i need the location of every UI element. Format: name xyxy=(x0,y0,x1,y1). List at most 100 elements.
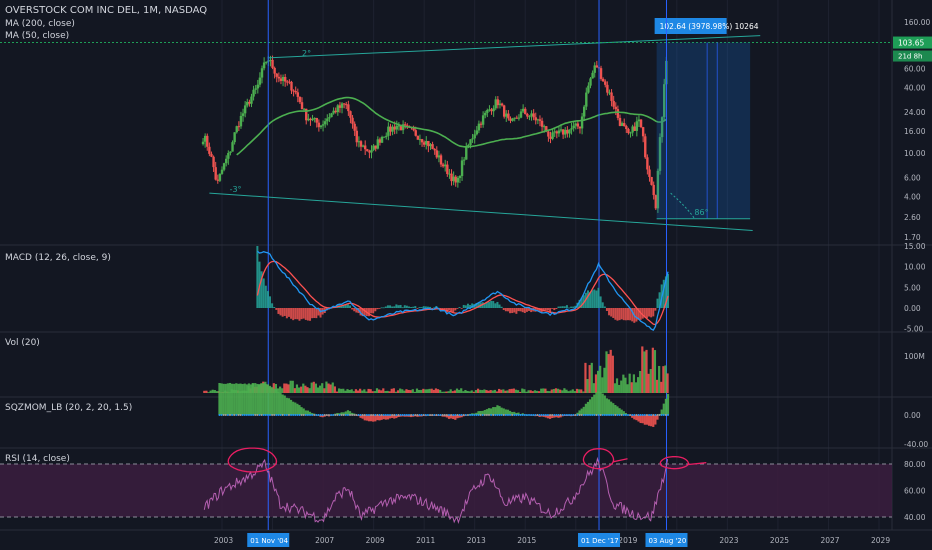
candle-body xyxy=(319,125,323,128)
squeeze-bar xyxy=(304,410,307,415)
candle-body xyxy=(627,129,630,134)
volume-bar xyxy=(302,383,305,393)
squeeze-dot xyxy=(582,414,585,416)
squeeze-bar xyxy=(576,412,579,415)
candle-body xyxy=(256,84,259,89)
candle-body xyxy=(580,116,584,129)
volume-bar xyxy=(207,392,210,393)
squeeze-dot xyxy=(473,414,476,416)
squeeze-dot xyxy=(454,414,457,416)
candle-body xyxy=(566,129,569,134)
squeeze-bar xyxy=(597,391,600,415)
squeeze-dot xyxy=(553,414,556,416)
macd-tick-label: 15.00 xyxy=(904,242,926,251)
candle-body xyxy=(313,117,316,119)
squeeze-dot xyxy=(296,414,299,416)
macd-histogram-bar xyxy=(384,306,387,308)
squeeze-dot xyxy=(637,414,640,416)
volume-bar xyxy=(333,386,336,393)
candle-body xyxy=(368,151,371,153)
macd-histogram-bar xyxy=(475,302,478,308)
squeeze-dot xyxy=(605,414,608,416)
squeeze-bar xyxy=(361,415,364,419)
volume-bar xyxy=(384,391,387,393)
squeeze-dot xyxy=(466,414,469,416)
volume-bar xyxy=(325,381,328,393)
candle-body xyxy=(374,145,377,149)
squeeze-dot xyxy=(235,414,238,416)
squeeze-bar xyxy=(351,412,354,415)
volume-bar xyxy=(327,383,330,393)
macd-histogram-bar xyxy=(500,306,503,308)
volume-bar xyxy=(510,388,513,393)
squeeze-bar xyxy=(492,407,495,415)
candle-body xyxy=(462,159,466,161)
candle-body xyxy=(500,103,504,106)
candle-body xyxy=(585,92,588,107)
squeeze-dot xyxy=(469,414,472,416)
squeeze-pane-label: SQZMOM_LB (20, 2, 20, 1.5) xyxy=(5,403,133,413)
macd-histogram-bar xyxy=(572,306,575,308)
squeeze-dot xyxy=(302,414,305,416)
volume-bar xyxy=(491,390,494,393)
squeeze-dot xyxy=(610,414,613,416)
squeeze-bar xyxy=(500,407,503,415)
macd-histogram-bar xyxy=(643,308,646,318)
volume-bar xyxy=(371,391,374,393)
candle-body xyxy=(399,125,403,131)
candle-body xyxy=(551,132,554,139)
squeeze-dot xyxy=(273,414,276,416)
squeeze-dot xyxy=(239,414,242,416)
volume-bar xyxy=(565,389,568,393)
squeeze-dot xyxy=(237,414,240,416)
squeeze-dot xyxy=(580,414,583,416)
squeeze-dot xyxy=(361,414,364,416)
squeeze-bar xyxy=(580,408,583,415)
squeeze-bar xyxy=(252,383,255,415)
squeeze-dot xyxy=(275,414,278,416)
fib-angle: 86° xyxy=(694,208,708,217)
candle-body xyxy=(448,173,451,175)
candle-body xyxy=(526,113,529,117)
macd-histogram-bar xyxy=(302,308,305,319)
volume-bar xyxy=(377,389,381,393)
squeeze-dot xyxy=(557,414,560,416)
squeeze-bar xyxy=(376,415,379,421)
volume-bar xyxy=(356,390,360,393)
rsi-annotation-circle xyxy=(582,448,628,470)
volume-bar xyxy=(361,390,364,393)
squeeze-dot xyxy=(595,414,598,416)
squeeze-bar xyxy=(557,415,560,418)
squeeze-bar xyxy=(551,415,554,419)
squeeze-dot xyxy=(264,414,267,416)
squeeze-dot xyxy=(344,414,347,416)
ma50-line xyxy=(236,96,667,156)
volume-bar xyxy=(552,388,555,393)
macd-histogram-bar xyxy=(416,308,419,309)
squeeze-dot xyxy=(534,414,537,416)
volume-bar xyxy=(392,388,395,393)
volume-bar xyxy=(535,390,539,393)
volume-bar xyxy=(647,373,650,393)
squeeze-dot xyxy=(519,414,522,416)
squeeze-dot xyxy=(494,414,497,416)
squeeze-dot xyxy=(281,414,284,416)
macd-histogram-bar xyxy=(563,306,566,308)
squeeze-bar xyxy=(367,415,371,422)
squeeze-dot xyxy=(479,414,482,416)
squeeze-bar xyxy=(485,409,489,415)
macd-histogram-bar xyxy=(492,301,495,308)
squeeze-dot xyxy=(334,414,337,416)
squeeze-dot xyxy=(435,414,438,416)
squeeze-dot xyxy=(325,414,328,416)
candle-body xyxy=(307,118,310,121)
squeeze-dot xyxy=(241,414,244,416)
macd-histogram-bar xyxy=(462,304,465,308)
squeeze-bar xyxy=(664,398,667,415)
squeeze-dot xyxy=(639,414,642,416)
squeeze-dot xyxy=(229,414,232,416)
volume-bar xyxy=(380,390,383,393)
macd-histogram-bar xyxy=(656,298,659,308)
candle-body xyxy=(623,123,626,127)
